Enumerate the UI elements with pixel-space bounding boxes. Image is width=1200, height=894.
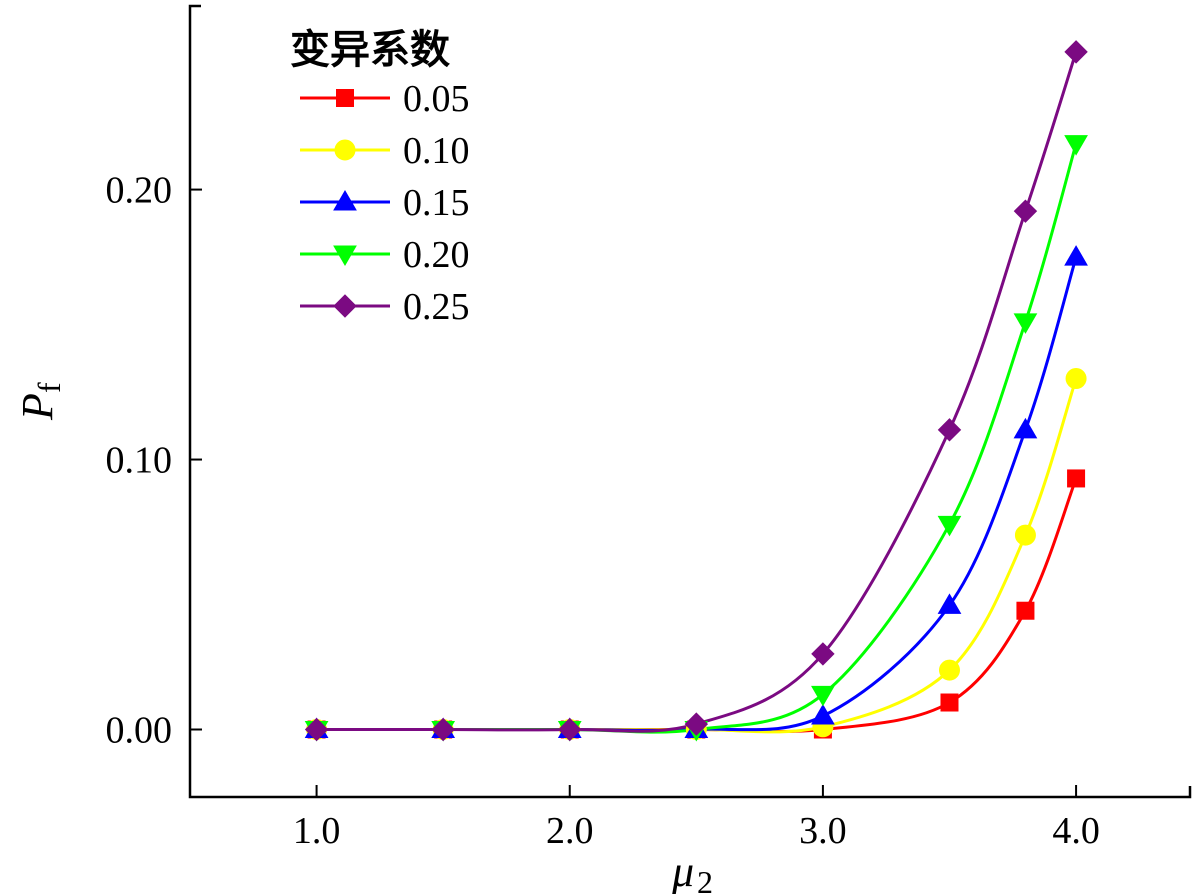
- y-axis-title-subscript: f: [31, 382, 67, 393]
- y-axis-title-group: Pf: [13, 382, 67, 421]
- data-point: [938, 659, 960, 681]
- legend-marker: [333, 294, 357, 318]
- data-point: [811, 685, 835, 707]
- legend-label: 0.05: [403, 78, 470, 120]
- data-point: [1064, 245, 1088, 266]
- data-point: [1064, 135, 1088, 156]
- y-tick-label: 0.10: [106, 440, 173, 482]
- data-point: [811, 704, 835, 725]
- series-markers: [304, 40, 1088, 742]
- x-tick-label: 4.0: [1052, 810, 1100, 852]
- legend-label: 0.25: [403, 286, 470, 328]
- legend: 变异系数 0.05 0.10 0.15 0.20 0.25: [290, 27, 470, 328]
- data-point: [431, 717, 455, 742]
- series-line: [316, 378, 1078, 734]
- data-point: [1013, 417, 1038, 439]
- data-point: [1013, 313, 1038, 334]
- legend-marker: [333, 245, 357, 266]
- axis-frame: [188, 4, 1192, 799]
- data-point: [1014, 524, 1036, 546]
- data-point: [684, 712, 709, 736]
- series-line: [316, 143, 1078, 734]
- series-line: [316, 256, 1078, 733]
- x-axis-title-subscript: 2: [697, 864, 713, 894]
- x-tick-label: 1.0: [293, 810, 341, 852]
- legend-title: 变异系数: [290, 27, 450, 73]
- data-point: [1016, 601, 1035, 620]
- legend-marker: [334, 139, 356, 161]
- legend-label: 0.20: [403, 234, 470, 276]
- data-point: [937, 418, 962, 442]
- legend-marker: [336, 89, 354, 107]
- data-point: [937, 593, 962, 614]
- data-point: [1064, 40, 1088, 64]
- data-point: [1013, 199, 1038, 223]
- legend-label: 0.15: [403, 182, 470, 224]
- series-line: [316, 477, 1078, 734]
- axes: 1.0 2.0 3.0 4.0 0.00 0.10 0.20 μ 2 Pf: [13, 4, 1192, 894]
- y-tick-label: 0.20: [106, 170, 173, 212]
- data-point: [1067, 469, 1086, 488]
- x-axis-title: μ: [671, 847, 694, 894]
- x-tick-label: 2.0: [546, 810, 594, 852]
- legend-label: 0.10: [403, 130, 470, 172]
- data-point: [940, 693, 959, 712]
- data-point: [558, 717, 582, 742]
- y-axis-title: P: [13, 393, 62, 421]
- x-tick-label: 3.0: [799, 810, 847, 852]
- data-point: [304, 717, 329, 742]
- data-point: [811, 642, 835, 666]
- y-tick-label: 0.00: [106, 710, 173, 752]
- data-point: [937, 515, 962, 537]
- series-line: [316, 51, 1078, 733]
- legend-marker: [333, 190, 357, 211]
- data-point: [1065, 368, 1087, 390]
